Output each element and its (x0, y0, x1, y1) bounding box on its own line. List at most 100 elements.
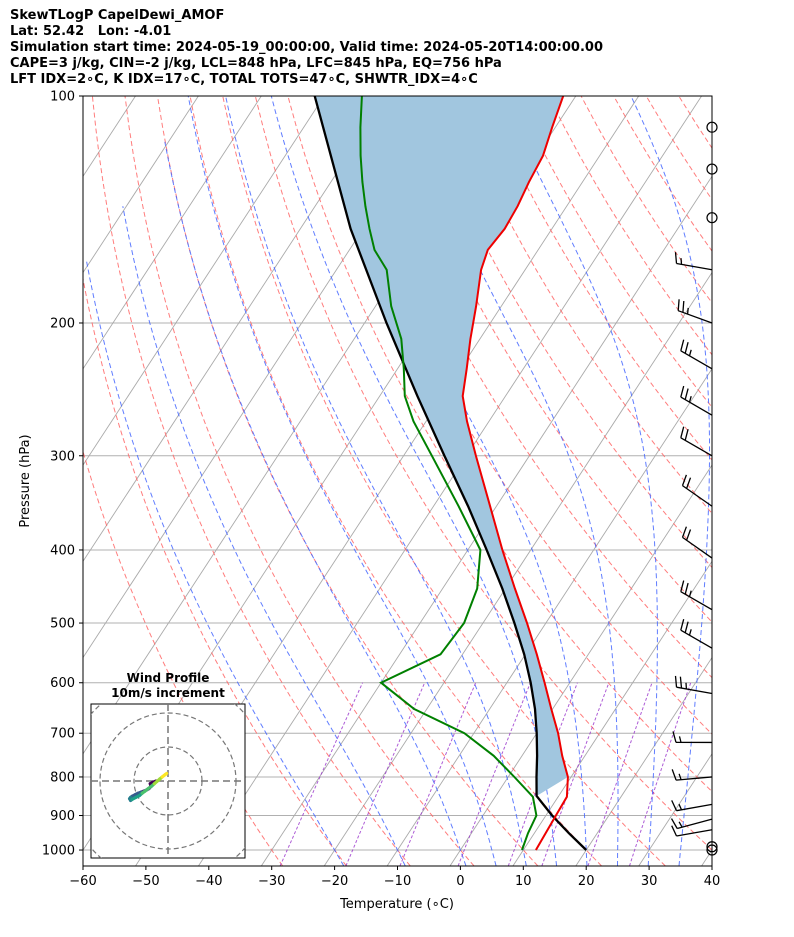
isotherm-line (83, 96, 199, 274)
isotherm-line (575, 656, 712, 866)
wind-barb-flag (670, 818, 678, 829)
wind-barb-staff (682, 536, 713, 559)
wind-barb-flag (685, 477, 692, 489)
wind-barb-halfflag (678, 773, 682, 780)
mixing-ratio-line (457, 682, 531, 866)
isotherm-line (198, 96, 702, 866)
x-tick-label: −50 (132, 874, 159, 889)
wind-barb-flag (671, 769, 677, 781)
wind-barb-staff (682, 485, 713, 507)
wind-barb-flag (680, 619, 685, 631)
hodograph-segment (163, 771, 169, 777)
dry-adiabat (352, 96, 712, 679)
isotherm-line (83, 96, 388, 563)
y-tick-label: 400 (50, 543, 75, 558)
wind-barb-halfflag (680, 258, 683, 265)
wind-barb-flag (681, 474, 688, 486)
wind-barb-halfflag (688, 349, 692, 356)
dry-adiabat (417, 96, 712, 569)
x-tick-label: 30 (641, 874, 658, 889)
x-tick-label: −40 (195, 874, 222, 889)
y-tick-label: 700 (50, 727, 75, 742)
wind-barb-staff (680, 350, 713, 370)
wind-barb-flag (684, 582, 689, 595)
wind-barb-staff (680, 629, 713, 649)
wind-barb-flag (671, 825, 678, 837)
chart-title-block: SkewTLogP CapelDewi_AMOF Lat: 52.42 Lon: … (10, 8, 603, 88)
x-tick-label: 0 (456, 874, 464, 889)
wind-barb-flag (679, 676, 683, 689)
x-tick-label: −20 (321, 874, 348, 889)
dry-adiabat (83, 276, 347, 866)
y-tick-label: 300 (50, 449, 75, 464)
dry-adiabat (710, 96, 712, 98)
dry-adiabat (548, 96, 712, 356)
isotherm-line (83, 96, 262, 370)
temperature-profile-line (461, 96, 569, 851)
wind-barb-flag (685, 529, 692, 541)
isotherm-line (323, 271, 712, 866)
isotherm-line (0, 96, 10, 866)
wind-barb-flag (680, 580, 685, 592)
dry-adiabat (83, 449, 284, 866)
isotherm-line (0, 96, 73, 866)
wind-barb-flag (684, 342, 689, 354)
title-indices: LFT IDX=2∘C, K IDX=17∘C, TOTAL TOTS=47∘C… (10, 72, 478, 87)
wind-barb-flag (671, 800, 678, 811)
dry-adiabat (645, 96, 712, 201)
wind-barb-flag (681, 526, 688, 538)
hodograph-plot (91, 704, 245, 858)
dry-adiabat (385, 96, 712, 623)
y-tick-label: 200 (50, 316, 75, 331)
wind-barb-staff (676, 262, 713, 271)
parcel-profile-line (313, 96, 588, 851)
dry-adiabat (91, 96, 411, 866)
x-tick-label: 40 (704, 874, 721, 889)
title-location: Lat: 52.42 Lon: -4.01 (10, 24, 172, 39)
wind-barb-flag (684, 429, 689, 441)
moist-adiabat (500, 96, 658, 866)
wind-barb-staff (680, 437, 713, 457)
dry-adiabat (222, 96, 666, 866)
calm-wind-marker (706, 163, 718, 175)
mixing-ratio-line (345, 682, 426, 866)
x-tick-label: −30 (258, 874, 285, 889)
wind-barb-flag (677, 299, 680, 311)
hodograph-title: Wind Profile (127, 671, 210, 685)
dry-adiabat (157, 96, 539, 866)
isotherm-line (260, 175, 712, 866)
wind-barb-flag (680, 426, 685, 438)
y-tick-label: 1000 (42, 844, 75, 859)
wind-barb-staff (677, 818, 713, 830)
y-tick-label: 500 (50, 617, 75, 632)
wind-barb-flag (674, 675, 678, 688)
calm-wind-marker (706, 121, 718, 133)
dry-adiabat (254, 96, 712, 851)
calm-wind-marker (706, 212, 718, 224)
moist-adiabat (187, 96, 497, 866)
mixing-ratio-line (507, 682, 578, 866)
y-tick-label: 800 (50, 770, 75, 785)
wind-barb-halfflag (688, 396, 692, 403)
isotherm-line (512, 560, 712, 866)
wind-barb-staff (676, 829, 713, 837)
dry-adiabat (124, 96, 475, 866)
title-times: Simulation start time: 2024-05-19_00:00:… (10, 40, 603, 55)
wind-barb-halfflag (688, 590, 692, 597)
x-tick-label: 20 (578, 874, 595, 889)
wind-barb-staff (676, 776, 713, 781)
moist-adiabat (270, 96, 558, 866)
y-tick-label: 100 (50, 90, 75, 105)
mixing-ratio-line (541, 682, 610, 866)
wind-barb-halfflag (678, 736, 682, 743)
isotherm-line (83, 96, 325, 466)
y-tick-label: 900 (50, 809, 75, 824)
wind-barb-staff (677, 310, 713, 324)
wind-barb-flag (684, 388, 689, 400)
x-axis-label: Temperature (∘C) (339, 897, 454, 912)
title-station: SkewTLogP CapelDewi_AMOF (10, 8, 225, 23)
hodograph-subtitle: 10m/s increment (111, 686, 225, 700)
wind-barb-halfflag (688, 629, 692, 636)
mixing-ratio-line (399, 682, 477, 866)
